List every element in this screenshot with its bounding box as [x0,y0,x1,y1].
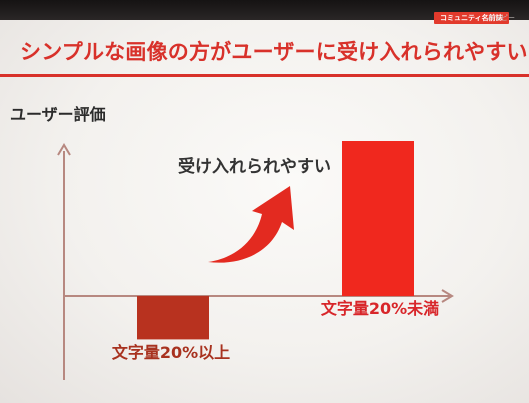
trend-annotation: 受け入れられやすい [178,156,331,177]
header-badge-sub: ハッピー [487,14,515,22]
header-badge: コミュニティ名前誌 [434,12,509,24]
rising-arrow-icon [208,186,294,263]
category-label-1: 文字量20%未満 [321,299,439,318]
arrow-layer [208,186,294,263]
slide-title: シンプルな画像の方がユーザーに受け入れられやすい [20,40,528,64]
top-strip [0,0,529,20]
bars [137,141,414,340]
y-axis-label: ユーザー評価 [10,105,106,124]
y-axis-arrowhead [57,143,71,156]
bar-under-20pct [342,141,414,296]
bar-over-20pct [137,296,209,340]
category-label-0: 文字量20%以上 [112,343,230,362]
x-axis-arrowhead [441,289,454,303]
title-underline [0,74,529,77]
